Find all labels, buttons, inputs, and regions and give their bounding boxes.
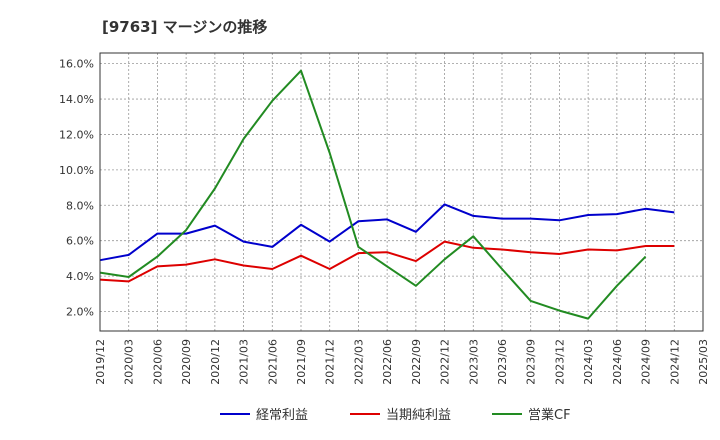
series-line-3	[99, 69, 647, 320]
y-axis-ticks: 2.0% 4.0% 6.0% 8.0% 10.0% 12.0% 14.0% 16.0%	[59, 58, 94, 319]
y-tick-label: 8.0%	[66, 199, 94, 212]
x-tick-label: 2021/09	[295, 339, 308, 385]
x-tick-label: 2023/12	[553, 339, 566, 385]
x-tick-label: 2024/12	[668, 339, 681, 385]
x-tick-label: 2021/06	[266, 339, 279, 385]
y-tick-label: 4.0%	[66, 270, 94, 283]
legend-label-3: 営業CF	[528, 407, 571, 423]
x-tick-label: 2019/12	[94, 339, 107, 385]
x-tick-label: 2022/12	[439, 339, 452, 385]
x-tick-label: 2023/06	[496, 339, 509, 385]
legend-label-2: 当期純利益	[386, 408, 451, 423]
series-layer	[99, 69, 675, 320]
x-tick-label: 2020/09	[180, 339, 193, 385]
series-line-1	[99, 203, 675, 262]
y-tick-label: 16.0%	[59, 58, 94, 71]
x-tick-label: 2021/12	[324, 339, 337, 385]
y-tick-label: 6.0%	[66, 235, 94, 248]
x-axis-ticks: 2019/12 2020/03 2020/06 2020/09 2020/12 2021/…	[94, 339, 710, 385]
x-tick-label: 2020/12	[209, 339, 222, 385]
grid-layer	[100, 53, 703, 331]
chart-title: [9763] マージンの推移	[102, 18, 268, 36]
x-tick-label: 2023/03	[467, 339, 480, 385]
x-tick-label: 2020/06	[151, 339, 164, 385]
y-tick-label: 14.0%	[59, 93, 94, 106]
x-tick-label: 2025/03	[697, 339, 710, 385]
plot-frame	[99, 52, 704, 332]
legend: 経常利益 当期純利益 営業CF	[220, 407, 571, 423]
x-tick-label: 2024/06	[611, 339, 624, 385]
x-tick-label: 2024/03	[582, 339, 595, 385]
series-line-2	[99, 240, 675, 283]
x-tick-label: 2022/09	[410, 339, 423, 385]
y-tick-label: 2.0%	[66, 306, 94, 319]
x-tick-label: 2023/09	[525, 339, 538, 385]
x-tick-label: 2021/03	[238, 339, 251, 385]
x-tick-label: 2022/06	[381, 339, 394, 385]
x-tick-label: 2024/09	[640, 339, 653, 385]
x-tick-label: 2020/03	[123, 339, 136, 385]
legend-label-1: 経常利益	[256, 408, 308, 423]
x-tick-label: 2022/03	[352, 339, 365, 385]
y-tick-label: 12.0%	[59, 128, 94, 141]
y-tick-label: 10.0%	[59, 164, 94, 177]
